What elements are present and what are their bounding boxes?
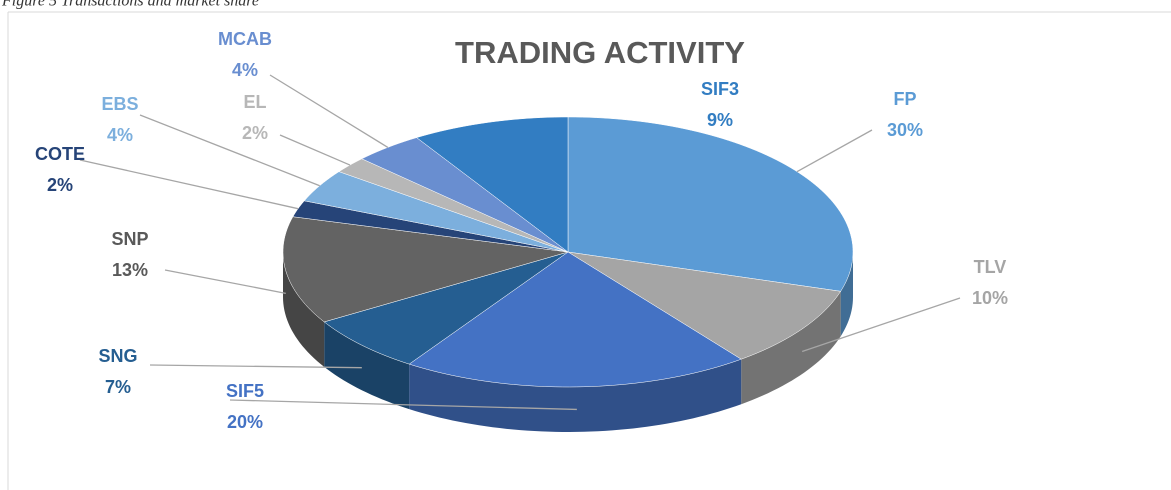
- slice: [303, 171, 569, 253]
- slice-side: [283, 252, 325, 367]
- slice-side: [741, 291, 841, 405]
- data-label-value: 2%: [47, 175, 73, 195]
- data-label-name: FP: [893, 89, 916, 109]
- slice: [408, 251, 742, 388]
- data-label-name: EBS: [101, 94, 138, 114]
- data-label-value: 4%: [232, 60, 258, 80]
- slice: [416, 116, 569, 253]
- caption: Figure 5 Transactions and market share: [1, 0, 259, 10]
- leader-line: [79, 159, 299, 210]
- leader-line: [269, 74, 389, 148]
- data-label-value: 10%: [972, 288, 1008, 308]
- leader-line: [796, 129, 873, 173]
- slice: [292, 200, 569, 253]
- leader-line: [164, 269, 286, 294]
- slice: [567, 116, 854, 292]
- data-label-value: 4%: [107, 125, 133, 145]
- data-label-name: MCAB: [218, 29, 272, 49]
- slice-side: [409, 359, 742, 432]
- data-label-name: SIF5: [226, 381, 264, 401]
- data-label-name: TLV: [974, 257, 1007, 277]
- leader-line: [139, 114, 320, 187]
- data-label-name: SNP: [111, 229, 148, 249]
- data-label-value: 30%: [887, 120, 923, 140]
- data-label-name: SIF3: [701, 79, 739, 99]
- leader-line: [149, 364, 362, 369]
- chart-title: TRADING ACTIVITY: [455, 35, 745, 70]
- data-label-value: 20%: [227, 412, 263, 432]
- slice: [338, 158, 569, 253]
- data-label-name: COTE: [35, 144, 85, 164]
- leader-line: [229, 399, 577, 411]
- leader-line: [279, 134, 351, 166]
- data-label-value: 13%: [112, 260, 148, 280]
- data-label-value: 2%: [242, 123, 268, 143]
- leader-line: [801, 297, 961, 353]
- data-label-value: 7%: [105, 377, 131, 397]
- slice-side: [840, 252, 853, 337]
- slice-side: [324, 321, 410, 410]
- slice: [323, 251, 569, 365]
- data-label-value: 9%: [707, 110, 733, 130]
- data-label-name: SNG: [98, 346, 137, 366]
- data-label-name: EL: [243, 92, 266, 112]
- slice: [567, 251, 842, 360]
